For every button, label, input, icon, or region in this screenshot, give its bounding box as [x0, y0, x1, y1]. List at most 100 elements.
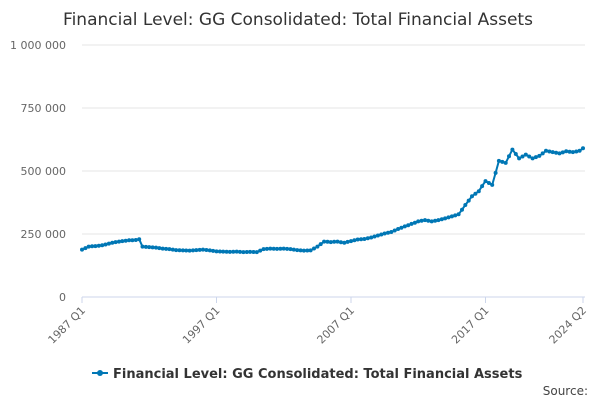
data-point[interactable]	[382, 231, 387, 236]
data-point[interactable]	[426, 218, 431, 223]
data-point[interactable]	[372, 234, 377, 239]
data-point[interactable]	[217, 249, 222, 254]
data-point[interactable]	[100, 243, 105, 248]
data-point[interactable]	[295, 248, 300, 253]
data-point[interactable]	[207, 248, 212, 253]
data-point[interactable]	[298, 248, 303, 253]
data-point[interactable]	[143, 244, 148, 249]
data-point[interactable]	[463, 203, 468, 207]
data-point[interactable]	[359, 237, 364, 242]
data-point[interactable]	[110, 240, 115, 245]
data-point[interactable]	[439, 217, 444, 222]
data-point[interactable]	[486, 181, 491, 185]
data-point[interactable]	[513, 152, 518, 156]
data-point[interactable]	[248, 249, 253, 254]
data-point[interactable]	[375, 233, 380, 238]
data-point[interactable]	[335, 239, 340, 244]
data-point[interactable]	[544, 148, 548, 153]
data-point[interactable]	[365, 236, 370, 241]
data-point[interactable]	[80, 247, 84, 252]
data-point[interactable]	[490, 182, 495, 187]
data-point[interactable]	[227, 249, 232, 254]
data-point[interactable]	[325, 239, 330, 244]
data-point[interactable]	[187, 248, 192, 253]
data-point[interactable]	[470, 194, 474, 199]
data-point[interactable]	[456, 212, 461, 217]
data-point[interactable]	[170, 247, 175, 252]
data-point[interactable]	[369, 235, 374, 240]
data-point[interactable]	[140, 244, 145, 249]
data-point[interactable]	[503, 160, 508, 165]
data-point[interactable]	[446, 215, 451, 220]
data-point[interactable]	[204, 248, 209, 252]
data-point[interactable]	[241, 250, 246, 255]
data-point[interactable]	[466, 198, 471, 203]
data-point[interactable]	[449, 214, 454, 219]
data-point[interactable]	[96, 243, 101, 248]
data-point[interactable]	[167, 247, 172, 252]
data-point[interactable]	[419, 218, 424, 223]
data-point[interactable]	[574, 149, 579, 154]
data-point[interactable]	[113, 240, 118, 245]
data-point[interactable]	[345, 239, 350, 244]
data-point[interactable]	[160, 246, 165, 251]
data-point[interactable]	[201, 247, 205, 252]
data-point[interactable]	[106, 241, 111, 246]
data-point[interactable]	[258, 248, 263, 253]
data-point[interactable]	[355, 237, 360, 242]
data-point[interactable]	[540, 151, 545, 156]
data-point[interactable]	[264, 246, 269, 251]
data-point[interactable]	[312, 246, 316, 251]
data-point[interactable]	[301, 248, 306, 253]
data-point[interactable]	[493, 170, 498, 175]
data-point[interactable]	[157, 246, 162, 251]
data-point[interactable]	[412, 220, 417, 225]
data-point[interactable]	[500, 159, 505, 164]
data-point[interactable]	[567, 149, 572, 154]
data-point[interactable]	[305, 248, 310, 253]
data-point[interactable]	[517, 156, 522, 161]
data-point[interactable]	[533, 155, 538, 160]
data-point[interactable]	[90, 244, 95, 249]
data-point[interactable]	[214, 249, 219, 254]
data-point[interactable]	[328, 240, 333, 245]
data-point[interactable]	[409, 221, 414, 226]
data-point[interactable]	[93, 244, 98, 249]
data-point[interactable]	[496, 158, 501, 163]
data-point[interactable]	[315, 244, 320, 249]
data-point[interactable]	[507, 154, 511, 159]
data-point[interactable]	[150, 245, 155, 250]
data-point[interactable]	[581, 146, 585, 151]
data-point[interactable]	[352, 238, 357, 243]
data-point[interactable]	[510, 147, 515, 152]
data-point[interactable]	[460, 207, 464, 212]
data-point[interactable]	[278, 246, 283, 251]
data-point[interactable]	[332, 239, 337, 244]
data-point[interactable]	[147, 245, 152, 250]
data-point[interactable]	[483, 179, 488, 184]
data-point[interactable]	[443, 216, 448, 221]
data-point[interactable]	[550, 150, 555, 155]
data-point[interactable]	[291, 247, 296, 252]
data-point[interactable]	[103, 242, 108, 247]
data-point[interactable]	[123, 238, 128, 243]
data-point[interactable]	[197, 247, 202, 252]
data-point[interactable]	[453, 213, 458, 218]
legend[interactable]: Financial Level: GG Consolidated: Total …	[92, 367, 523, 382]
data-point[interactable]	[557, 151, 562, 156]
data-point[interactable]	[402, 224, 407, 229]
data-point[interactable]	[520, 154, 525, 159]
data-point[interactable]	[133, 238, 138, 242]
data-point[interactable]	[117, 239, 121, 244]
data-point[interactable]	[362, 237, 367, 241]
data-point[interactable]	[120, 239, 125, 244]
data-point[interactable]	[244, 250, 249, 254]
data-point[interactable]	[433, 218, 438, 223]
data-point[interactable]	[349, 239, 353, 244]
data-point[interactable]	[285, 246, 290, 251]
data-point[interactable]	[154, 245, 158, 250]
data-point[interactable]	[234, 249, 239, 254]
data-point[interactable]	[322, 239, 327, 244]
data-point[interactable]	[537, 153, 542, 158]
data-point[interactable]	[564, 149, 569, 154]
